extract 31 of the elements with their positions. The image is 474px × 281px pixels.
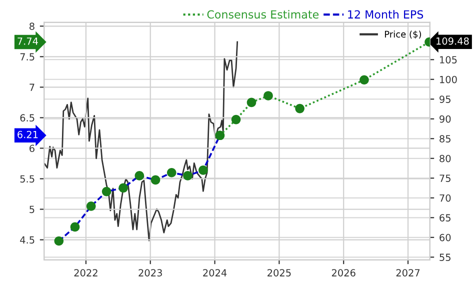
legend-label: Consensus Estimate — [207, 10, 319, 19]
legend-label: Price ($) — [385, 30, 422, 39]
x-tick-label: 2025 — [268, 269, 291, 276]
x-tick-label: 2027 — [396, 269, 420, 276]
y2-tick-label: 60 — [440, 234, 451, 242]
y-tick-label: 7.5 — [20, 53, 34, 60]
x-tick-label: 2024 — [203, 269, 227, 276]
y2-tick-label: 95 — [440, 96, 450, 103]
legend-label: 12 Month EPS — [348, 10, 424, 19]
y-tick-label: 5.5 — [20, 175, 34, 183]
y-tick-label: 7 — [30, 84, 34, 91]
y-tick-label: 8 — [30, 22, 34, 30]
x-tick-label: 2026 — [332, 269, 356, 276]
text: 7.74 — [18, 38, 38, 45]
y2-tick-label: 75 — [440, 174, 450, 182]
y-tick-label: 5 — [30, 206, 34, 214]
y2-tick-label: 85 — [440, 135, 450, 142]
y-tick-label: 4.5 — [20, 236, 34, 244]
y-tick-label: 6 — [30, 144, 34, 152]
text: 6.21 — [18, 130, 38, 138]
y2-tick-label: 70 — [440, 194, 451, 202]
text: 109.48 — [436, 37, 469, 45]
y2-tick-label: 80 — [440, 154, 451, 162]
y2-tick-label: 65 — [440, 214, 450, 222]
x-tick-label: 2023 — [138, 269, 162, 276]
y2-tick-label: 105 — [440, 56, 457, 64]
y2-tick-label: 55 — [440, 254, 450, 261]
x-tick-label: 2022 — [74, 269, 98, 276]
y2-tick-label: 90 — [440, 115, 451, 123]
y2-tick-label: 100 — [440, 76, 457, 84]
y-tick-label: 6.5 — [20, 114, 34, 122]
